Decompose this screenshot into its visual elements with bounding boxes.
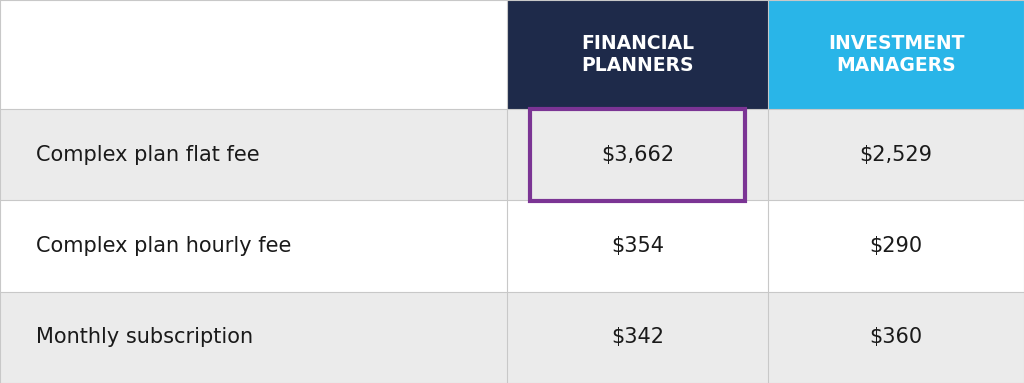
Text: $3,662: $3,662 (601, 145, 674, 165)
Text: Monthly subscription: Monthly subscription (36, 327, 253, 347)
Text: FINANCIAL
PLANNERS: FINANCIAL PLANNERS (581, 34, 694, 75)
Text: Complex plan hourly fee: Complex plan hourly fee (36, 236, 291, 256)
Text: INVESTMENT
MANAGERS: INVESTMENT MANAGERS (827, 34, 965, 75)
Bar (0, 292, 1024, 383)
Text: $290: $290 (869, 236, 923, 256)
Bar (530, 109, 745, 201)
Text: $354: $354 (611, 236, 664, 256)
Bar (768, 0, 1024, 109)
Text: Complex plan flat fee: Complex plan flat fee (36, 145, 259, 165)
Text: $360: $360 (869, 327, 923, 347)
Text: $2,529: $2,529 (859, 145, 933, 165)
Bar (507, 0, 768, 109)
Bar (0, 200, 1024, 292)
Bar (0, 109, 1024, 200)
Bar (0, 0, 507, 109)
Text: $342: $342 (611, 327, 664, 347)
